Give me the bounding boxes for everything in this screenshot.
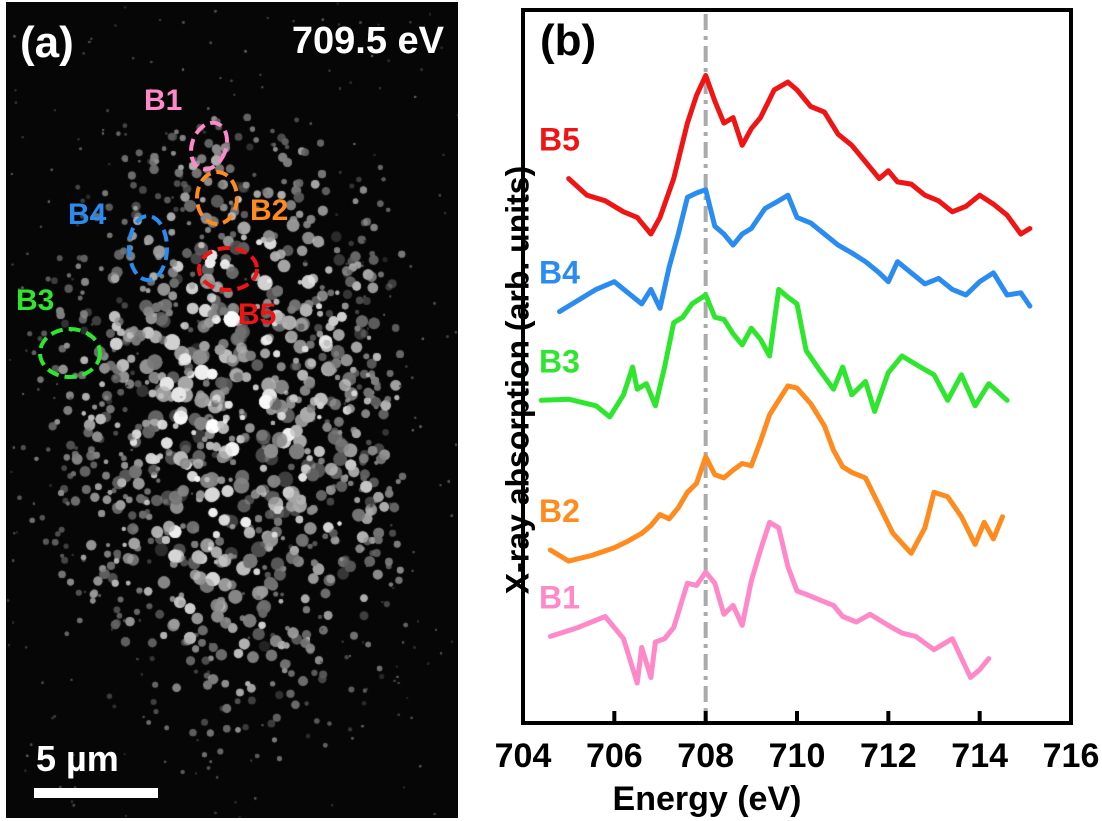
region-ellipse-b5 xyxy=(197,246,259,292)
x-tick-label: 708 xyxy=(677,737,734,775)
series-line-b3 xyxy=(538,286,1010,420)
panel-a-label: (a) xyxy=(20,18,74,67)
series-line-b2 xyxy=(547,383,1005,564)
series-label-b5: B5 xyxy=(539,122,580,158)
series-label-b1: B1 xyxy=(539,579,580,615)
region-ellipse-b4 xyxy=(127,214,169,282)
x-tick-label: 714 xyxy=(951,737,1008,775)
region-ellipse-b1 xyxy=(189,120,229,172)
region-label-b4: B4 xyxy=(68,198,107,231)
x-tick-label: 716 xyxy=(1043,737,1100,775)
region-label-b1: B1 xyxy=(144,84,183,117)
region-ellipse-b3 xyxy=(38,327,102,379)
spectra-panel: 704 706 708 710 712 714 716 B1 B2 B3 B4 B5 (b) X-r… xyxy=(460,0,1102,821)
y-axis-label: X-ray absorption (arb. units) xyxy=(499,165,536,595)
micrograph-panel: (a) 709.5 eV B1 B2 B3 B4 B5 5 µm xyxy=(6,2,458,818)
x-tick-label: 706 xyxy=(586,737,643,775)
series-line-b5 xyxy=(566,73,1033,237)
x-tick-label: 704 xyxy=(495,737,552,775)
series-line-b4 xyxy=(557,187,1033,315)
x-tick-label: 712 xyxy=(860,737,917,775)
region-label-b5: B5 xyxy=(238,298,277,331)
x-tick-label: 710 xyxy=(769,737,826,775)
scale-bar xyxy=(34,788,158,798)
series-line-b1 xyxy=(547,519,992,686)
series-label-b3: B3 xyxy=(539,343,580,379)
series-label-b4: B4 xyxy=(539,255,580,291)
scale-bar-label: 5 µm xyxy=(36,738,119,779)
region-label-b3: B3 xyxy=(16,284,55,317)
region-markers xyxy=(38,120,259,379)
region-label-b2: B2 xyxy=(250,194,289,227)
xray-micrograph-image xyxy=(6,2,458,818)
region-ellipse-b2 xyxy=(195,170,239,226)
series-label-b2: B2 xyxy=(539,493,580,529)
panel-b-label: (b) xyxy=(540,16,597,65)
x-axis-label: Energy (eV) xyxy=(612,780,802,818)
energy-label: 709.5 eV xyxy=(291,20,444,62)
spectra-chart: 704 706 708 710 712 714 716 B1 B2 B3 B4 B5 xyxy=(495,8,1100,775)
